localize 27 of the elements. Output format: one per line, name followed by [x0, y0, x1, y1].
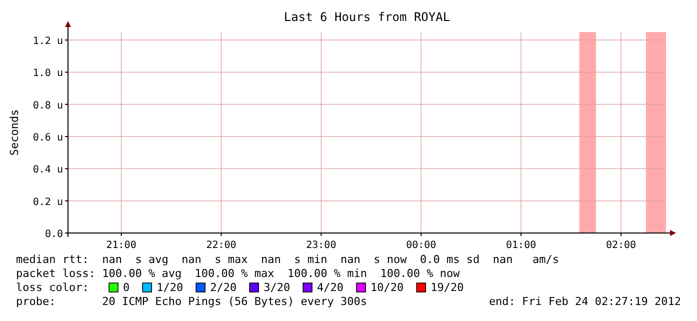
legend-label: 1/20: [156, 281, 184, 294]
y-tick-label: 1.0 u: [32, 68, 63, 80]
legend-label: 4/20: [317, 281, 344, 294]
legend-title: loss color:: [16, 281, 89, 294]
legend-label: 19/20: [430, 281, 464, 294]
text: packet loss: 100.00 % avg 100.00 % max 100.00 % min 100.00 % now: [16, 267, 460, 280]
legend-label: 2/20: [210, 281, 237, 294]
y-axis-title: Seconds: [8, 109, 21, 156]
x-tick-label: 23:00: [306, 240, 336, 251]
text: probe: 20 ICMP Echo Pings (56 Bytes) every 300s: [16, 295, 367, 308]
y-tick-label: 0.4 u: [32, 164, 63, 176]
chart-title: Last 6 Hours from ROYAL: [284, 10, 450, 24]
y-tick-label: 0.0: [44, 229, 63, 240]
text: median rtt: nan s avg nan s max nan s min nan s now 0.0 ms sd nan am/s: [16, 253, 560, 266]
text: end: Fri Feb 24 02:27:19 2012: [488, 295, 681, 308]
y-tick-label: 0.2 u: [32, 196, 63, 208]
y-tick-label: 0.6 u: [32, 132, 63, 144]
y-tick-label: 0.8 u: [32, 100, 63, 112]
x-tick-label: 21:00: [106, 240, 136, 251]
legend-label: 3/20: [264, 281, 290, 294]
x-tick-label: 22:00: [206, 240, 236, 251]
y-tick-label: 1.2 u: [32, 36, 63, 48]
x-tick-label: 01:00: [506, 240, 536, 251]
x-tick-label: 00:00: [406, 240, 436, 251]
legend-label: 10/20: [370, 281, 404, 294]
legend-label: 0: [123, 281, 130, 294]
x-tick-label: 02:00: [606, 240, 636, 251]
